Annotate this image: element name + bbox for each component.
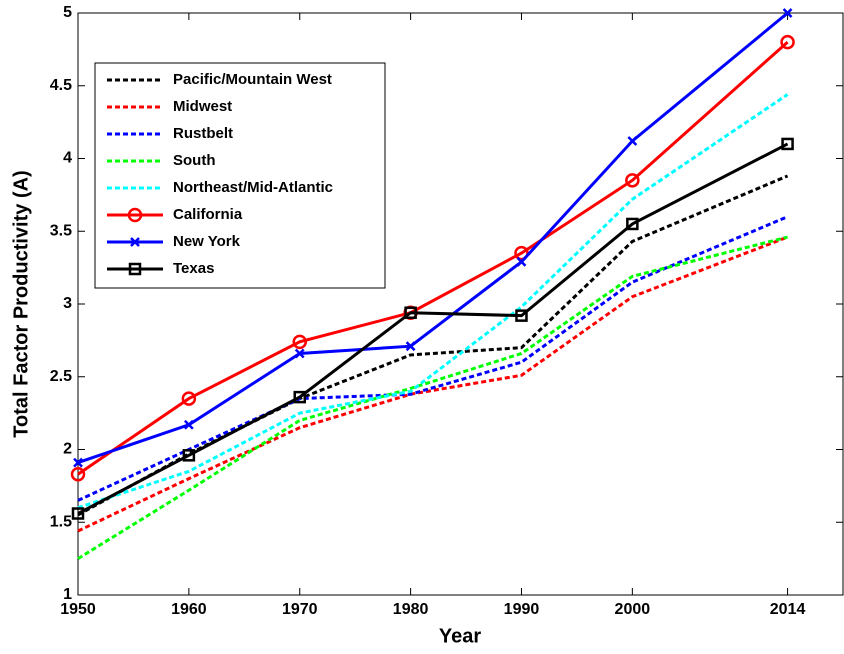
marker [183,419,194,430]
x-tick-label: 1990 [504,601,540,618]
marker [627,136,638,146]
marker [70,466,86,482]
y-tick-label: 4.5 [50,77,72,94]
legend-label: California [173,206,243,223]
x-tick-label: 1960 [171,601,207,618]
marker [782,8,793,18]
series-line [77,235,788,560]
marker [71,507,85,520]
legend-label: South [173,152,216,169]
marker [73,457,83,468]
y-tick-label: 1 [63,586,72,603]
y-tick-label: 1.5 [50,513,72,530]
legend-label: New York [173,233,241,250]
y-tick-label: 2.5 [50,368,72,385]
legend-marker [128,262,142,276]
y-axis-title: Total Factor Productivity (A) [10,170,32,437]
series-line [77,142,789,515]
legend-label: Texas [173,260,214,277]
y-tick-label: 3 [63,295,72,312]
legend-label: Midwest [173,98,232,115]
marker [626,217,639,231]
legend-label: Northeast/Mid-Atlantic [173,179,333,196]
marker [293,390,306,404]
marker [404,306,417,319]
legend-label: Rustbelt [173,125,233,142]
marker [181,391,197,406]
y-tick-label: 2 [63,441,72,458]
x-tick-label: 1980 [393,601,429,618]
marker [292,334,307,350]
x-axis-title: Year [439,625,481,647]
marker [294,348,305,359]
marker [625,173,640,188]
y-tick-label: 5 [63,4,72,21]
marker [515,309,528,322]
x-tick-label: 1950 [60,601,96,618]
legend-marker [130,237,140,247]
legend-label: Pacific/Mountain West [173,71,332,88]
marker [405,341,416,352]
y-tick-label: 3.5 [50,222,72,239]
legend-marker [127,207,143,223]
series-line [77,93,789,510]
legend-box [94,62,386,289]
series-line [77,174,789,517]
x-tick-label: 2014 [770,601,806,618]
x-tick-label: 1970 [282,601,318,618]
legend: Pacific/Mountain West Midwest Rustbelt Sout… [94,62,386,289]
marker [516,256,527,267]
marker [781,137,794,151]
y-tick-label: 4 [63,150,72,167]
marker [780,34,795,50]
marker [182,449,196,462]
x-tick-label: 2000 [615,601,651,618]
